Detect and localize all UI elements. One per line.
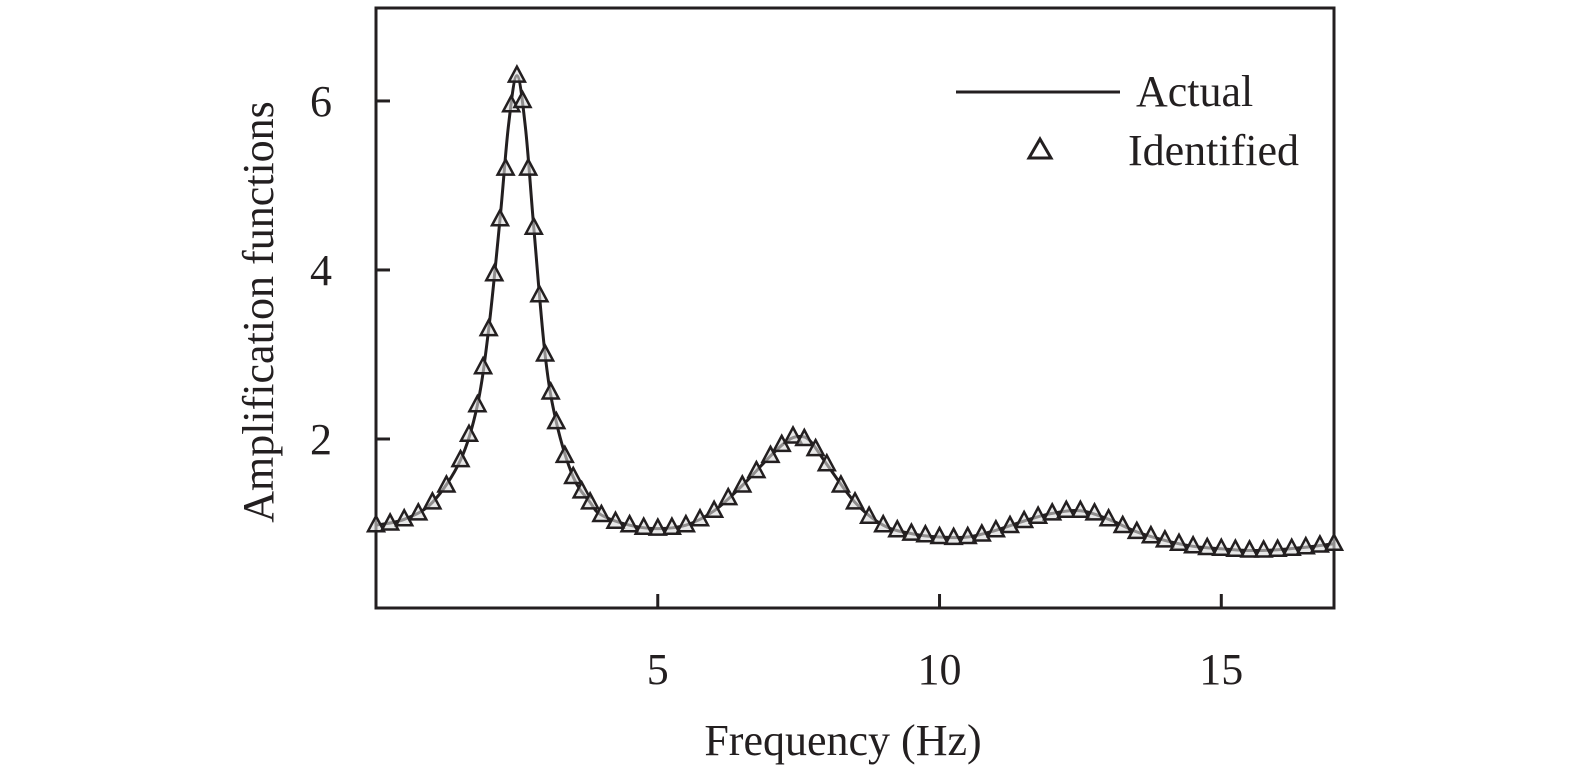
identified-marker [394, 507, 415, 527]
identified-marker [760, 444, 781, 464]
identified-marker [546, 410, 567, 430]
identified-marker [512, 89, 533, 109]
identified-marker [887, 518, 908, 538]
identified-marker [957, 525, 978, 545]
identified-marker [1267, 538, 1288, 557]
identified-marker [929, 525, 950, 545]
identified-marker [675, 513, 696, 533]
identified-marker [506, 63, 527, 83]
identified-marker [1014, 509, 1035, 529]
identified-marker [1084, 501, 1105, 521]
identified-marker [1056, 499, 1077, 519]
identified-marker [554, 444, 575, 464]
identified-marker [473, 355, 494, 375]
identified-marker [1112, 514, 1133, 534]
identified-marker [718, 486, 739, 506]
x-axis-ticks: 5 10 15 [647, 594, 1243, 694]
x-tick-label: 15 [1199, 645, 1243, 694]
identified-marker [971, 522, 992, 542]
identified-marker [661, 516, 682, 535]
identified-marker [830, 473, 851, 493]
identified-marker [580, 490, 601, 510]
identified-marker [540, 380, 561, 400]
identified-marker [571, 479, 592, 499]
identified-marker [1253, 538, 1274, 558]
identified-marker [450, 448, 471, 468]
identified-series-markers [365, 63, 1345, 558]
identified-marker [816, 452, 837, 472]
identified-marker [1126, 520, 1147, 540]
identified-marker [943, 526, 964, 546]
identified-marker [746, 459, 767, 479]
identified-marker [1281, 537, 1302, 557]
identified-marker [535, 342, 556, 362]
x-tick-label: 5 [647, 645, 669, 694]
y-axis-label: Amplification functions [234, 101, 283, 523]
identified-marker [689, 507, 711, 527]
identified-marker [647, 516, 668, 536]
y-tick-label: 6 [310, 77, 332, 126]
identified-marker [467, 393, 488, 413]
identified-marker [380, 511, 401, 531]
identified-marker [458, 423, 480, 443]
identified-marker [1042, 501, 1063, 521]
identified-marker [805, 437, 826, 457]
identified-marker [1309, 533, 1330, 553]
identified-marker [1183, 534, 1204, 554]
identified-marker [518, 156, 539, 176]
identified-marker [1323, 532, 1345, 552]
identified-marker [1211, 537, 1232, 557]
identified-marker [732, 473, 753, 493]
identified-marker [782, 424, 804, 444]
y-tick-label: 4 [310, 246, 332, 295]
legend-actual-label: Actual [1136, 67, 1253, 116]
identified-marker [1070, 499, 1091, 519]
identified-marker [1239, 538, 1260, 558]
identified-marker [915, 523, 936, 543]
identified-marker [489, 207, 511, 227]
identified-marker [901, 521, 922, 541]
identified-marker [523, 216, 544, 235]
plot-frame [374, 6, 1336, 610]
identified-marker [1098, 507, 1119, 527]
identified-marker [1140, 524, 1161, 544]
legend: Actual Identified [956, 67, 1299, 175]
identified-marker [704, 499, 725, 519]
identified-marker [563, 465, 584, 485]
identified-marker [495, 156, 516, 176]
y-axis-ticks: 2 4 6 [310, 77, 390, 464]
identified-marker [1154, 528, 1175, 548]
identified-marker [1197, 536, 1218, 556]
identified-marker [478, 317, 499, 337]
x-axis-label: Frequency (Hz) [704, 716, 981, 765]
identified-marker [859, 505, 880, 524]
identified-marker [484, 262, 505, 282]
identified-marker [436, 473, 457, 493]
identified-marker [1028, 505, 1049, 524]
identified-marker [1295, 535, 1316, 555]
identified-marker [619, 513, 640, 533]
identified-marker [422, 490, 443, 510]
identified-marker [844, 490, 866, 510]
identified-marker [1168, 532, 1190, 552]
identified-marker [985, 518, 1006, 538]
plot-area [365, 6, 1345, 610]
identified-marker [408, 501, 429, 521]
identified-marker [1225, 538, 1246, 557]
identified-marker [605, 510, 626, 530]
identified-marker [999, 514, 1021, 534]
identified-marker [794, 427, 815, 447]
identified-marker [365, 513, 387, 533]
legend-identified-marker [1026, 136, 1054, 160]
identified-marker [529, 283, 550, 303]
x-tick-label: 10 [918, 645, 962, 694]
y-tick-label: 2 [310, 415, 332, 464]
identified-marker [633, 516, 654, 535]
legend-identified-label: Identified [1128, 126, 1299, 175]
identified-marker [873, 513, 894, 533]
identified-marker [591, 503, 612, 523]
